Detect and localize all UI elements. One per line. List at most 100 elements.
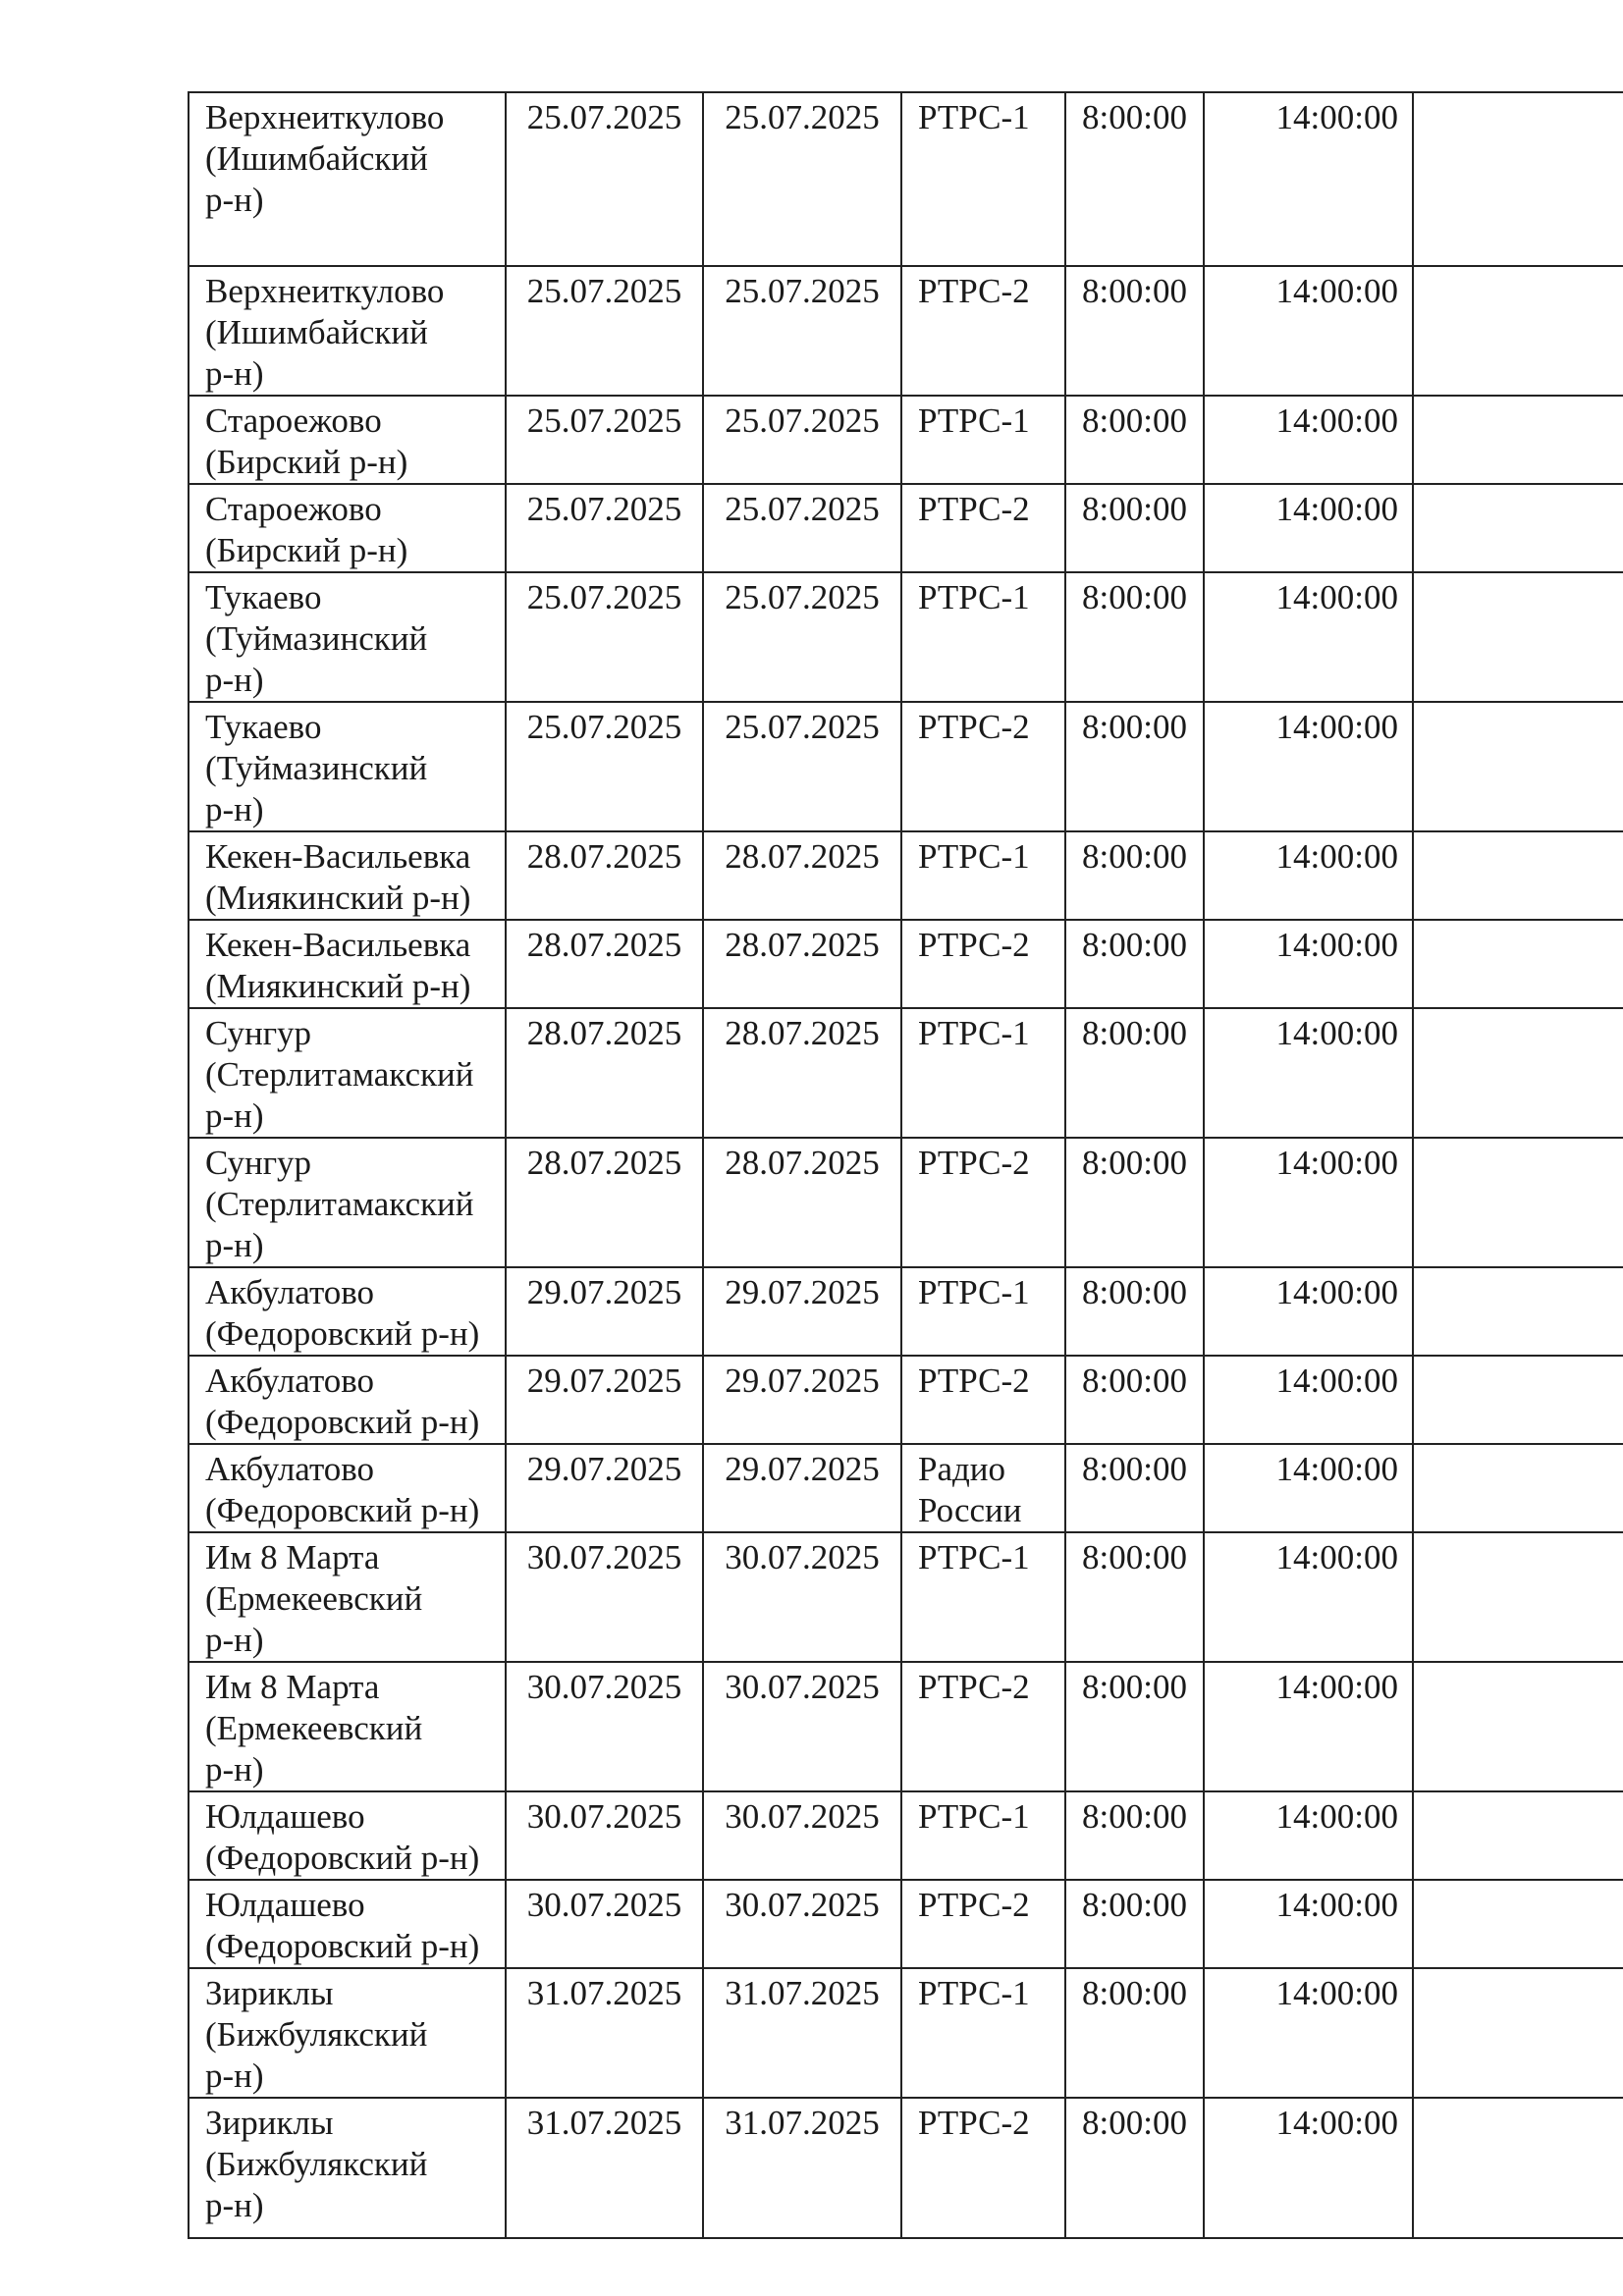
end-date-cell: 30.07.2025: [702, 1790, 902, 1881]
time-from-cell: 8:00:00: [1064, 1137, 1205, 1268]
table-row: Староежово (Бирский р-н) 25.07.2025 25.07.…: [188, 395, 1623, 485]
time-to-cell: 14:00:00: [1203, 265, 1414, 397]
time-from-cell: 8:00:00: [1064, 1879, 1205, 1969]
end-date-cell: 28.07.2025: [702, 830, 902, 921]
table-row: Кекен-Васильевка (Миякинский р-н) 28.07.2…: [188, 919, 1623, 1009]
end-date-cell: 29.07.2025: [702, 1266, 902, 1357]
table-row: Юлдашево (Федоровский р-н) 30.07.2025 30.0…: [188, 1879, 1623, 1969]
time-from-cell: 8:00:00: [1064, 2097, 1205, 2239]
place-cell: Верхнеиткулово (Ишимбайский р-н): [188, 91, 507, 267]
start-date-cell: 28.07.2025: [505, 919, 704, 1009]
time-to-cell: 14:00:00: [1203, 1879, 1414, 1969]
start-date-cell: 28.07.2025: [505, 1137, 704, 1268]
note-cell: [1412, 830, 1623, 921]
table-row: Тукаево (Туймазинский р-н) 25.07.2025 25.0…: [188, 701, 1623, 832]
start-date-cell: 28.07.2025: [505, 830, 704, 921]
time-from-cell: 8:00:00: [1064, 265, 1205, 397]
end-date-cell: 31.07.2025: [702, 2097, 902, 2239]
channel-cell: РТРС-1: [900, 830, 1066, 921]
time-to-cell: 14:00:00: [1203, 1355, 1414, 1445]
time-to-cell: 14:00:00: [1203, 1790, 1414, 1881]
start-date-cell: 25.07.2025: [505, 701, 704, 832]
time-from-cell: 8:00:00: [1064, 1443, 1205, 1533]
start-date-cell: 31.07.2025: [505, 2097, 704, 2239]
start-date-cell: 25.07.2025: [505, 91, 704, 267]
place-cell: Им 8 Марта (Ермекеевский р-н): [188, 1661, 507, 1792]
note-cell: [1412, 1879, 1623, 1969]
channel-cell: РТРС-1: [900, 1967, 1066, 2099]
time-from-cell: 8:00:00: [1064, 919, 1205, 1009]
time-to-cell: 14:00:00: [1203, 1967, 1414, 2099]
note-cell: [1412, 919, 1623, 1009]
time-from-cell: 8:00:00: [1064, 701, 1205, 832]
channel-cell: РТРС-2: [900, 1661, 1066, 1792]
start-date-cell: 25.07.2025: [505, 483, 704, 573]
end-date-cell: 25.07.2025: [702, 265, 902, 397]
table-row: Верхнеиткулово (Ишимбайский р-н) 25.07.20…: [188, 91, 1623, 267]
end-date-cell: 30.07.2025: [702, 1661, 902, 1792]
time-from-cell: 8:00:00: [1064, 91, 1205, 267]
table-row: Акбулатово (Федоровский р-н) 29.07.2025 29…: [188, 1266, 1623, 1357]
note-cell: [1412, 483, 1623, 573]
table-row: Им 8 Марта (Ермекеевский р-н) 30.07.2025 3…: [188, 1661, 1623, 1792]
place-cell: Акбулатово (Федоровский р-н): [188, 1266, 507, 1357]
note-cell: [1412, 2097, 1623, 2239]
time-to-cell: 14:00:00: [1203, 2097, 1414, 2239]
channel-cell: РТРС-1: [900, 395, 1066, 485]
channel-cell: РТРС-1: [900, 1790, 1066, 1881]
start-date-cell: 25.07.2025: [505, 571, 704, 703]
channel-cell: РТРС-2: [900, 1879, 1066, 1969]
end-date-cell: 28.07.2025: [702, 1137, 902, 1268]
end-date-cell: 25.07.2025: [702, 571, 902, 703]
table-row: Акбулатово (Федоровский р-н) 29.07.2025 29…: [188, 1355, 1623, 1445]
start-date-cell: 25.07.2025: [505, 395, 704, 485]
channel-cell: РТРС-1: [900, 1266, 1066, 1357]
time-to-cell: 14:00:00: [1203, 483, 1414, 573]
place-cell: Староежово (Бирский р-н): [188, 395, 507, 485]
table-row: Сунгур (Стерлитамакский р-н) 28.07.2025 28…: [188, 1007, 1623, 1139]
end-date-cell: 25.07.2025: [702, 483, 902, 573]
start-date-cell: 30.07.2025: [505, 1661, 704, 1792]
time-to-cell: 14:00:00: [1203, 1266, 1414, 1357]
time-to-cell: 14:00:00: [1203, 1443, 1414, 1533]
start-date-cell: 30.07.2025: [505, 1879, 704, 1969]
time-to-cell: 14:00:00: [1203, 1661, 1414, 1792]
time-from-cell: 8:00:00: [1064, 1266, 1205, 1357]
note-cell: [1412, 1531, 1623, 1663]
note-cell: [1412, 91, 1623, 267]
note-cell: [1412, 1007, 1623, 1139]
place-cell: Юлдашево (Федоровский р-н): [188, 1790, 507, 1881]
start-date-cell: 30.07.2025: [505, 1790, 704, 1881]
time-from-cell: 8:00:00: [1064, 483, 1205, 573]
channel-cell: РТРС-2: [900, 483, 1066, 573]
channel-cell: РТРС-2: [900, 919, 1066, 1009]
channel-cell: Радио России: [900, 1443, 1066, 1533]
time-from-cell: 8:00:00: [1064, 1531, 1205, 1663]
note-cell: [1412, 1967, 1623, 2099]
end-date-cell: 30.07.2025: [702, 1531, 902, 1663]
time-from-cell: 8:00:00: [1064, 571, 1205, 703]
end-date-cell: 25.07.2025: [702, 91, 902, 267]
place-cell: Сунгур (Стерлитамакский р-н): [188, 1137, 507, 1268]
channel-cell: РТРС-2: [900, 2097, 1066, 2239]
start-date-cell: 29.07.2025: [505, 1443, 704, 1533]
start-date-cell: 25.07.2025: [505, 265, 704, 397]
end-date-cell: 29.07.2025: [702, 1443, 902, 1533]
time-from-cell: 8:00:00: [1064, 1790, 1205, 1881]
table-row: Староежово (Бирский р-н) 25.07.2025 25.07.…: [188, 483, 1623, 573]
table-row: Тукаево (Туймазинский р-н) 25.07.2025 25.0…: [188, 571, 1623, 703]
table-row: Им 8 Марта (Ермекеевский р-н) 30.07.2025 3…: [188, 1531, 1623, 1663]
channel-cell: РТРС-2: [900, 701, 1066, 832]
schedule-table: Верхнеиткулово (Ишимбайский р-н) 25.07.20…: [188, 91, 1623, 2239]
end-date-cell: 28.07.2025: [702, 1007, 902, 1139]
place-cell: Зириклы (Бижбулякский р-н): [188, 1967, 507, 2099]
end-date-cell: 30.07.2025: [702, 1879, 902, 1969]
place-cell: Зириклы (Бижбулякский р-н): [188, 2097, 507, 2239]
channel-cell: РТРС-1: [900, 91, 1066, 267]
time-from-cell: 8:00:00: [1064, 1007, 1205, 1139]
table-row: Сунгур (Стерлитамакский р-н) 28.07.2025 28…: [188, 1137, 1623, 1268]
end-date-cell: 25.07.2025: [702, 701, 902, 832]
place-cell: Староежово (Бирский р-н): [188, 483, 507, 573]
note-cell: [1412, 571, 1623, 703]
end-date-cell: 31.07.2025: [702, 1967, 902, 2099]
